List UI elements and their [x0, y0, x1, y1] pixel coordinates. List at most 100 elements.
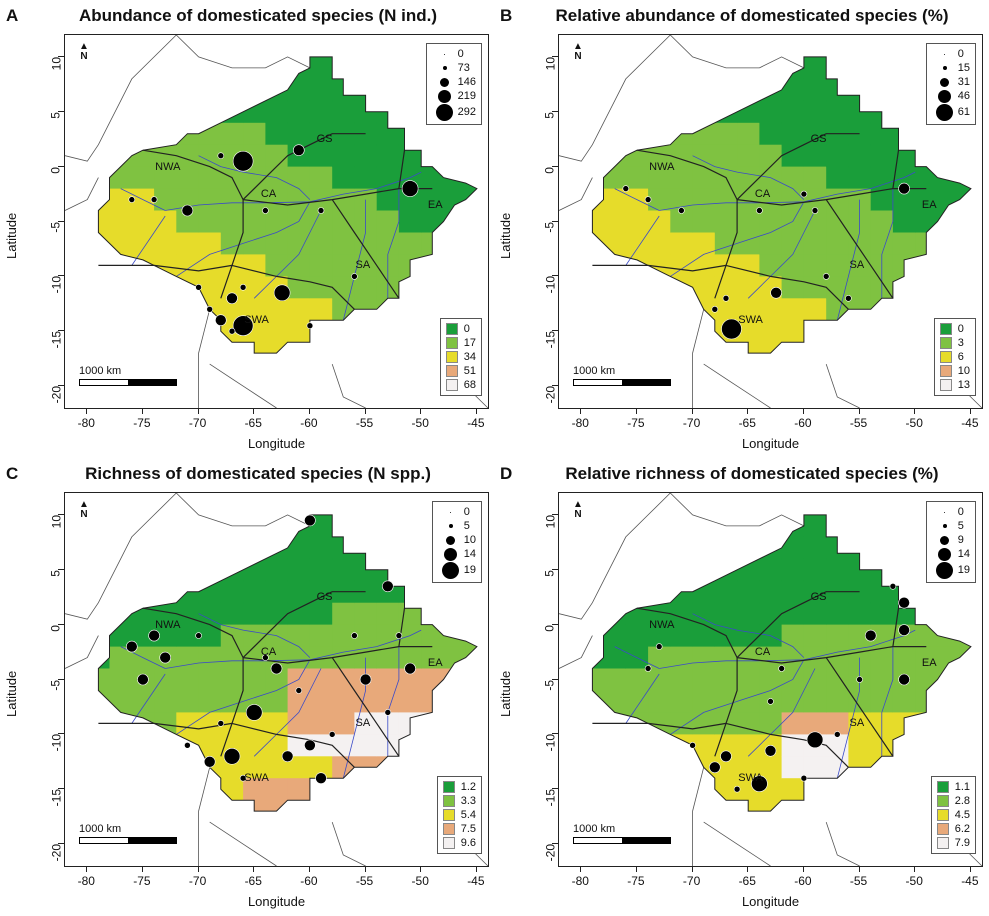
size-legend-row: 15 — [932, 61, 970, 75]
size-legend-row: 5 — [932, 519, 970, 533]
country-border — [176, 493, 311, 527]
heat-cell — [592, 56, 605, 80]
region-label: NWA — [649, 160, 675, 173]
heat-cell — [131, 558, 155, 582]
heat-cell — [443, 690, 467, 713]
river-line — [253, 210, 322, 299]
heat-cell — [265, 800, 289, 812]
heat-cell — [603, 734, 627, 757]
y-axis-title: Latitude — [498, 670, 513, 717]
region-boundary — [98, 264, 233, 272]
plot-point — [722, 294, 730, 302]
heat-cell — [154, 342, 177, 354]
heat-cell — [592, 778, 605, 801]
heat-cell — [176, 690, 200, 713]
x-tick — [635, 408, 637, 414]
country-border — [692, 309, 705, 408]
panel-title: Relative richness of domesticated specie… — [565, 464, 939, 483]
heat-cell — [803, 624, 827, 647]
heat-cell — [154, 558, 177, 582]
y-tick-label: -5 — [49, 679, 63, 691]
x-tick — [141, 866, 143, 872]
heat-cell — [465, 580, 477, 604]
heat-cell — [98, 756, 111, 779]
heat-cell — [154, 144, 177, 168]
heat-cell — [915, 580, 938, 604]
heat-cell — [198, 342, 222, 354]
x-tick — [580, 408, 582, 414]
color-legend-row: 34 — [445, 350, 476, 364]
river-line — [131, 215, 166, 266]
plot-point — [351, 273, 358, 280]
north-arrow-icon: ▲ N — [79, 499, 89, 521]
x-tick — [420, 866, 422, 872]
heat-cell — [692, 734, 716, 757]
heat-cell — [737, 580, 760, 604]
y-tick — [58, 220, 64, 222]
plot-point — [148, 629, 160, 642]
color-swatch — [936, 809, 949, 821]
size-legend-label: 0 — [957, 48, 964, 60]
region-label: GS — [316, 591, 333, 604]
heat-cell — [332, 624, 355, 647]
color-legend-row: 0 — [939, 322, 970, 336]
heat-cell — [109, 778, 133, 801]
heat-cell — [398, 756, 422, 779]
heat-cell — [176, 778, 200, 801]
north-label: N — [80, 509, 88, 520]
x-tick-label: -45 — [961, 874, 979, 888]
heat-cell — [354, 122, 378, 146]
heat-cell — [603, 78, 627, 102]
river-line — [342, 199, 366, 321]
plot-point — [281, 750, 294, 763]
heat-cell — [398, 232, 422, 255]
heat-cell — [759, 188, 783, 211]
heat-cell — [781, 624, 805, 647]
size-legend-dot — [932, 524, 958, 528]
x-tick — [475, 866, 477, 872]
heat-cell — [826, 232, 849, 255]
x-tick-label: -45 — [961, 416, 979, 430]
heat-cell — [98, 690, 111, 713]
river-line — [131, 673, 166, 724]
heat-cell — [287, 602, 311, 626]
heat-cell — [848, 342, 872, 354]
heat-cell — [332, 712, 355, 735]
size-legend-dot — [932, 77, 958, 87]
heat-cell — [243, 210, 266, 233]
heat-cell — [603, 276, 627, 299]
heat-cell — [376, 210, 400, 233]
heat-cell — [220, 210, 244, 233]
color-legend-row: 1.1 — [936, 780, 970, 794]
heat-cell — [603, 778, 627, 801]
heat-cell — [109, 536, 133, 560]
plot-point — [232, 150, 254, 172]
size-legend-row: 73 — [432, 61, 476, 75]
size-legend-label: 292 — [457, 106, 476, 118]
heat-cell — [287, 558, 311, 582]
region-boundary — [825, 657, 894, 757]
heat-cell — [803, 188, 827, 211]
heat-cell — [198, 232, 222, 255]
heat-cell — [465, 690, 477, 713]
x-tick-label: -70 — [188, 874, 207, 888]
color-swatch — [939, 379, 952, 391]
x-tick — [914, 866, 916, 872]
heat-cell — [826, 100, 849, 124]
size-legend-label: 14 — [957, 548, 970, 560]
color-swatch — [939, 323, 952, 335]
heat-cell — [131, 78, 155, 102]
x-tick-label: -65 — [738, 874, 756, 888]
heat-cell — [443, 580, 467, 604]
heat-cell — [781, 558, 805, 582]
heat-cell — [332, 144, 355, 168]
heat-cell — [287, 78, 311, 102]
plot-point — [898, 182, 910, 195]
heat-cell — [287, 166, 311, 189]
x-tick — [364, 866, 366, 872]
heat-cell — [109, 210, 133, 233]
heat-cell — [287, 254, 311, 277]
heat-cell — [109, 646, 133, 669]
amazon-outline — [591, 56, 972, 354]
heat-cell — [714, 210, 738, 233]
